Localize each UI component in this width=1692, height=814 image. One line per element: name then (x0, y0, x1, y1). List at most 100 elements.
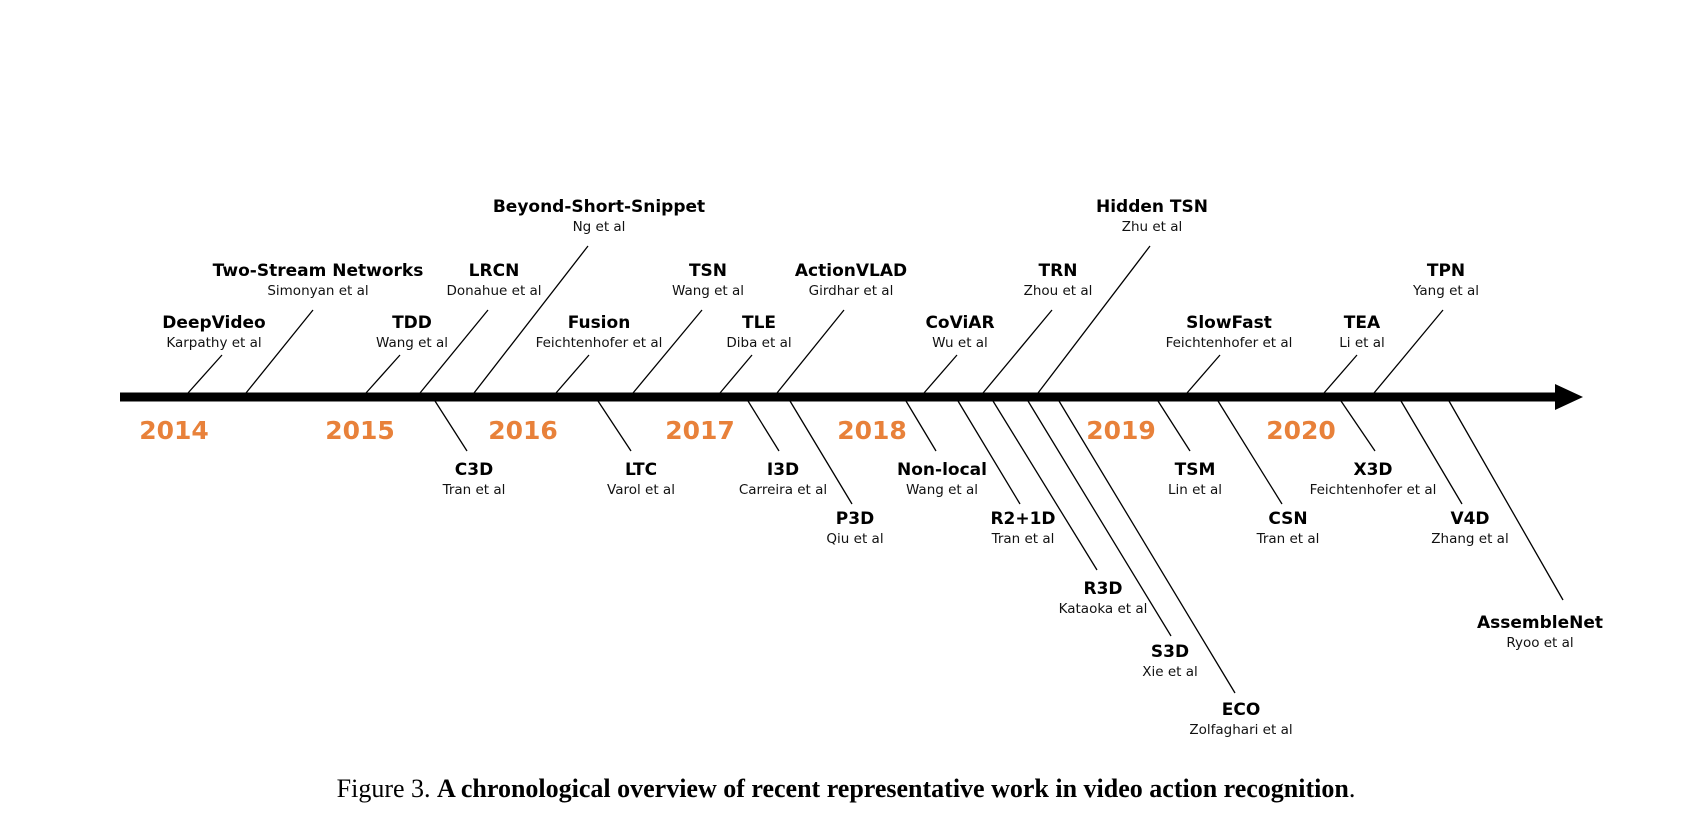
work-name: CSN (1268, 509, 1308, 529)
year-2019: 2019 (1086, 416, 1156, 445)
work-authors: Zolfaghari et al (1189, 722, 1293, 738)
work-name: S3D (1150, 642, 1190, 662)
work-r2-1d: R2+1D Tran et al (990, 509, 1055, 548)
leader-line-csn (1217, 400, 1283, 505)
work-authors: Ryoo et al (1506, 635, 1574, 651)
work-name: R2+1D (990, 509, 1056, 529)
work-name: ECO (1221, 700, 1261, 720)
leader-line-ltc (597, 400, 632, 452)
work-name: TEA (1343, 313, 1381, 333)
caption-suffix: . (1348, 774, 1356, 803)
leader-line-tsm (1157, 400, 1191, 452)
work-authors: Li et al (1339, 335, 1385, 351)
leader-line-non-local (905, 400, 937, 452)
work-authors: Yang et al (1413, 283, 1479, 299)
work-slowfast: SlowFast Feichtenhofer et al (1166, 313, 1293, 352)
work-authors: Wang et al (671, 283, 745, 299)
leader-line-actionvlad (776, 309, 845, 394)
work-tle: TLE Diba et al (726, 313, 791, 352)
work-non-local: Non-local Wang et al (897, 460, 987, 499)
leader-line-two-stream-networks (245, 309, 314, 394)
work-authors: Donahue et al (446, 283, 542, 299)
work-name: CoViAR (925, 313, 995, 333)
work-hidden-tsn: Hidden TSN Zhu et al (1096, 197, 1208, 236)
leader-line-v4d (1400, 400, 1463, 505)
work-tsm: TSM Lin et al (1168, 460, 1222, 499)
work-tpn: TPN Yang et al (1413, 261, 1479, 300)
work-name: P3D (835, 509, 875, 529)
work-authors: Varol et al (607, 482, 675, 498)
work-name: TDD (392, 313, 432, 333)
work-name: X3D (1353, 460, 1393, 480)
work-name: Beyond-Short-Snippet (492, 197, 706, 217)
work-authors: Zhu et al (1121, 219, 1183, 235)
work-tsn: TSN Wang et al (672, 261, 744, 300)
work-name: TSN (688, 261, 728, 281)
work-authors: Xie et al (1142, 664, 1198, 680)
work-authors: Lin et al (1167, 482, 1223, 498)
work-ltc: LTC Varol et al (607, 460, 675, 499)
work-name: TRN (1038, 261, 1078, 281)
leader-line-hidden-tsn (1037, 245, 1151, 394)
work-name: SlowFast (1186, 313, 1272, 333)
work-trn: TRN Zhou et al (1024, 261, 1093, 300)
leader-line-tsn (632, 309, 703, 394)
leader-line-coviar (923, 354, 958, 394)
work-authors: Feichtenhofer et al (1309, 482, 1437, 498)
work-name: TPN (1426, 261, 1466, 281)
work-tdd: TDD Wang et al (376, 313, 448, 352)
figure-caption: Figure 3. A chronological overview of re… (0, 774, 1692, 804)
work-authors: Wu et al (932, 335, 988, 351)
work-authors: Simonyan et al (267, 283, 369, 299)
leader-line-r3d (992, 400, 1098, 571)
leader-line-trn (982, 309, 1053, 394)
caption-title: A chronological overview of recent repre… (437, 774, 1349, 803)
work-csn: CSN Tran et al (1257, 509, 1320, 548)
work-authors: Zhang et al (1431, 531, 1509, 547)
leader-line-tpn (1373, 309, 1444, 394)
work-authors: Qiu et al (826, 531, 884, 547)
leader-line-slowfast (1186, 354, 1221, 394)
work-name: C3D (454, 460, 494, 480)
year-2014: 2014 (139, 416, 209, 445)
leader-line-eco (1058, 400, 1236, 694)
leader-line-i3d (747, 400, 780, 452)
work-name: Two-Stream Networks (212, 261, 424, 281)
work-p3d: P3D Qiu et al (826, 509, 883, 548)
work-name: I3D (766, 460, 800, 480)
work-fusion: Fusion Feichtenhofer et al (536, 313, 663, 352)
leader-line-p3d (789, 400, 853, 505)
work-authors: Kataoka et al (1058, 601, 1148, 617)
leader-line-assemblenet (1448, 400, 1564, 601)
work-coviar: CoViAR Wu et al (925, 313, 994, 352)
leader-line-fusion (555, 354, 590, 394)
year-2015: 2015 (325, 416, 395, 445)
work-authors: Feichtenhofer et al (535, 335, 663, 351)
work-two-stream-networks: Two-Stream Networks Simonyan et al (213, 261, 424, 300)
work-authors: Tran et al (991, 531, 1055, 547)
work-authors: Karpathy et al (166, 335, 262, 351)
work-name: TLE (741, 313, 777, 333)
work-s3d: S3D Xie et al (1142, 642, 1198, 681)
work-r3d: R3D Kataoka et al (1059, 579, 1148, 618)
work-authors: Ng et al (572, 219, 626, 235)
work-assemblenet: AssembleNet Ryoo et al (1477, 613, 1603, 652)
leader-line-tle (719, 354, 753, 394)
work-v4d: V4D Zhang et al (1431, 509, 1508, 548)
work-beyond-short-snippet: Beyond-Short-Snippet Ng et al (493, 197, 705, 236)
work-name: V4D (1450, 509, 1490, 529)
leader-line-beyond-short-snippet (473, 245, 589, 394)
year-2018: 2018 (837, 416, 907, 445)
leader-line-s3d (1027, 400, 1172, 637)
year-2016: 2016 (488, 416, 558, 445)
work-name: Non-local (897, 460, 987, 480)
work-c3d: C3D Tran et al (443, 460, 506, 499)
timeline-svg (120, 245, 1583, 694)
work-name: LRCN (468, 261, 520, 281)
leader-line-r2-1d (957, 400, 1021, 505)
work-x3d: X3D Feichtenhofer et al (1310, 460, 1437, 499)
work-name: TSM (1174, 460, 1216, 480)
leader-line-tdd (365, 354, 401, 394)
work-name: R3D (1083, 579, 1123, 599)
